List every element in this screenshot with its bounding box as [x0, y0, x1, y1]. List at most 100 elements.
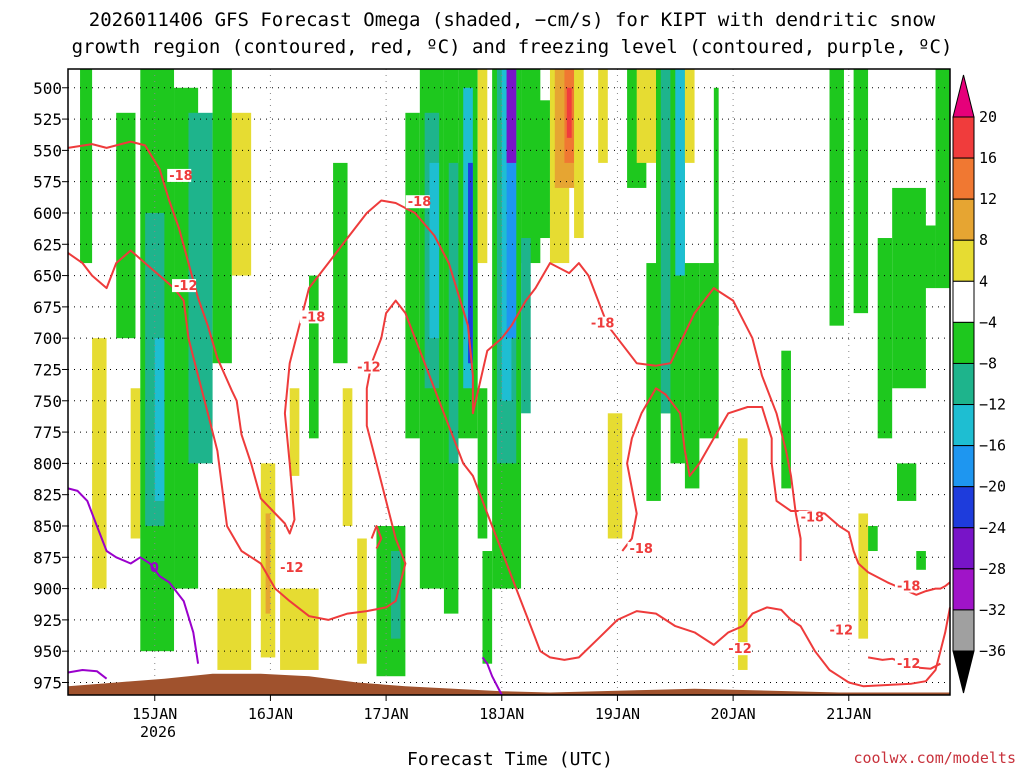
- y-tick-label: 925: [33, 611, 62, 630]
- omega-band: [506, 69, 517, 163]
- freezing-contour-label: 0: [150, 561, 159, 576]
- colorbar-tick-label: 4: [979, 272, 988, 290]
- omega-band: [333, 162, 348, 364]
- contour-label-bg: [827, 623, 852, 637]
- omega-band: [92, 338, 107, 589]
- y-tick-label: 700: [33, 329, 62, 348]
- y-tick-label: 575: [33, 173, 62, 192]
- contour-label-bg: [627, 542, 652, 556]
- x-axis: 15JAN 16JAN 17JAN 18JAN 19JAN 20JAN 21JAN: [132, 695, 871, 723]
- contour-label-bg: [726, 642, 751, 656]
- colorbar-tick-label: −8: [979, 354, 997, 372]
- x-tick-label: 15JAN: [132, 705, 177, 723]
- omega-band: [892, 187, 926, 389]
- terrain-fill: [68, 673, 950, 695]
- contour-label-bg: [894, 579, 919, 593]
- dgz-contour-label: -18: [629, 542, 653, 557]
- colorbar-tick-label: −20: [979, 478, 1006, 496]
- y-tick-label: 500: [33, 79, 62, 98]
- colorbar-segment: [952, 445, 975, 488]
- omega-band: [429, 162, 440, 339]
- plot-area: -18 -12 -18 -12 -18 -18 -18 -18 -12 -12 -12 -18 -12 0: [67, 68, 951, 696]
- omega-band: [342, 388, 353, 526]
- colorbar-tick-label: −36: [979, 642, 1006, 660]
- dgz-contour-line: [67, 249, 951, 688]
- x-tick-label: 18JAN: [479, 705, 524, 723]
- omega-band: [130, 388, 141, 539]
- omega-band: [829, 69, 844, 326]
- contour-label-bg: [588, 316, 613, 330]
- omega-band: [896, 463, 917, 501]
- dgz-contour-label: -12: [280, 561, 304, 576]
- y-tick-label: 950: [33, 642, 62, 661]
- omega-band: [280, 588, 319, 670]
- omega-band: [521, 238, 531, 414]
- omega-band: [737, 438, 748, 670]
- dgz-contour-label: -12: [357, 360, 381, 375]
- dgz-contour-label: -18: [408, 195, 432, 210]
- y-tick-label: 725: [33, 360, 62, 379]
- dgz-contour-label: -18: [897, 580, 921, 595]
- omega-band: [217, 588, 252, 670]
- omega-band: [212, 69, 232, 364]
- omega-band: [506, 69, 517, 339]
- omega-band: [231, 112, 252, 276]
- terrain-polygon: [68, 673, 950, 695]
- omega-band: [477, 69, 488, 264]
- y-tick-label: 600: [33, 204, 62, 223]
- colorbar-segment: [952, 280, 975, 323]
- dgz-contour-label: -12: [174, 279, 198, 294]
- contour-label-bg: [172, 279, 197, 293]
- omega-band: [482, 551, 493, 664]
- colorbar-tick-label: 16: [979, 149, 997, 167]
- omega-band: [357, 538, 367, 664]
- colorbar-tick-label: 20: [979, 108, 997, 126]
- y-tick-label: 800: [33, 454, 62, 473]
- omega-band: [80, 69, 93, 264]
- colorbar: 20 16 12 8 4 −4 −8 −12 −16 −20 −24 −28 −32 −36: [952, 74, 1006, 694]
- y-tick-label: 900: [33, 580, 62, 599]
- y-tick-label: 975: [33, 673, 62, 692]
- freezing-contour-line: [67, 669, 108, 680]
- omega-band: [448, 162, 459, 464]
- omega-band: [916, 551, 926, 570]
- omega-band: [660, 69, 671, 414]
- contour-label-bg: [355, 360, 380, 374]
- y-tick-label: 750: [33, 392, 62, 411]
- y-tick-label: 525: [33, 110, 62, 129]
- x-tick-label: 17JAN: [364, 705, 409, 723]
- omega-band: [781, 350, 791, 489]
- contour-label-bg: [798, 510, 823, 524]
- chart-title-line1: 2026011406 GFS Forecast Omega (shaded, −…: [89, 9, 936, 31]
- freezing-contour-line: [481, 656, 503, 696]
- contour-label-bg: [894, 657, 919, 671]
- dgz-contour-label: -12: [830, 623, 854, 638]
- omega-band: [405, 112, 420, 439]
- colorbar-top-triangle: [952, 74, 975, 118]
- colorbar-tick-label: 8: [979, 231, 988, 249]
- omega-band: [566, 87, 572, 138]
- dgz-contour-label: -18: [591, 317, 615, 332]
- omega-band: [154, 338, 165, 501]
- colorbar-segment: [952, 609, 975, 652]
- colorbar-segment: [952, 157, 975, 200]
- y-tick-label: 675: [33, 298, 62, 317]
- x-tick-label: 20JAN: [711, 705, 756, 723]
- x-axis-title: Forecast Time (UTC): [407, 749, 613, 768]
- y-tick-label: 875: [33, 548, 62, 567]
- omega-band: [684, 263, 700, 489]
- y-tick-label: 650: [33, 267, 62, 286]
- colorbar-segment: [952, 239, 975, 282]
- colorbar-segment: [952, 527, 975, 570]
- contour-label-bg: [405, 195, 430, 209]
- y-tick-label: 775: [33, 423, 62, 442]
- y-axis: 500 525 550 575 600 625 650 675 700 725 750 775 800 8…: [33, 79, 68, 692]
- chart-title-line2: growth region (contoured, red, ºC) and f…: [72, 36, 953, 58]
- contour-label-bg: [167, 168, 192, 182]
- colorbar-tick-label: −28: [979, 560, 1006, 578]
- colorbar-tick-label: −16: [979, 437, 1006, 455]
- dgz-contour-line: [370, 525, 383, 549]
- omega-band: [713, 87, 719, 326]
- omega-band: [468, 162, 473, 364]
- y-tick-label: 850: [33, 517, 62, 536]
